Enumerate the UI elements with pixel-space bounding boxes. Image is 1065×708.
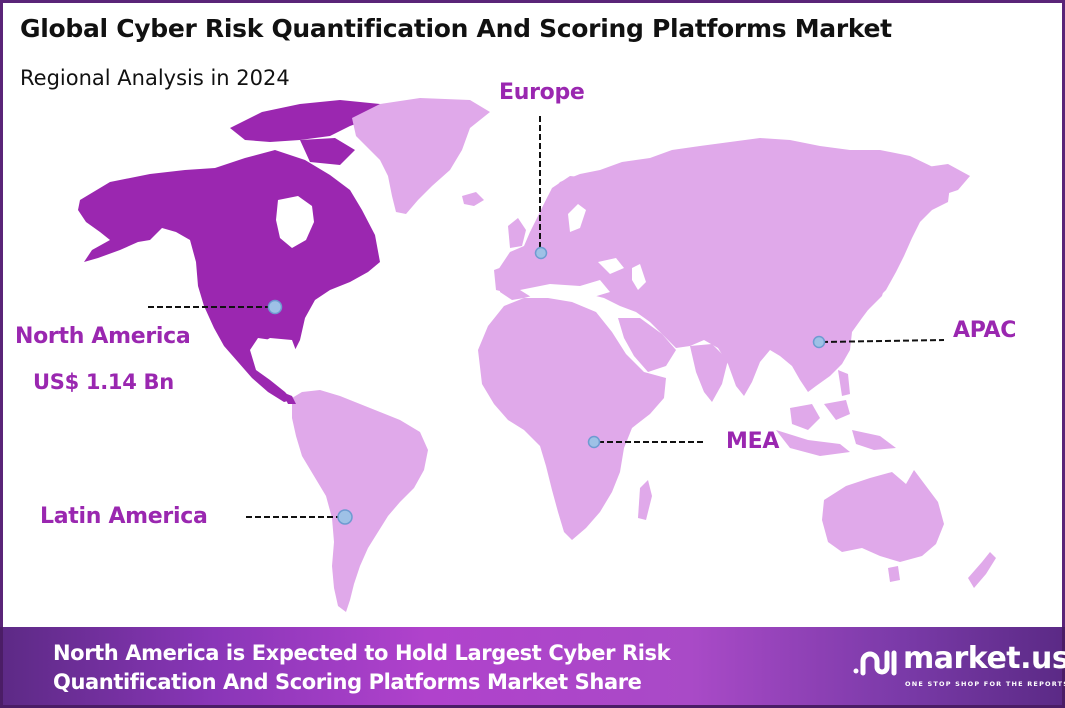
north-america-label: North America bbox=[15, 324, 191, 349]
mea-marker bbox=[587, 435, 601, 449]
region-eurasia-shape bbox=[498, 138, 950, 396]
banner-line-1: North America is Expected to Hold Larges… bbox=[53, 641, 671, 665]
logo-tagline: ONE STOP SHOP FOR THE REPORTS bbox=[905, 680, 1065, 688]
region-australia-shape bbox=[822, 470, 944, 562]
region-africa-shape bbox=[478, 298, 666, 540]
region-greenland-shape bbox=[352, 98, 490, 214]
north-america-value: US$ 1.14 Bn bbox=[33, 370, 174, 394]
mea-label: MEA bbox=[726, 429, 780, 454]
market-us-logo-icon bbox=[853, 650, 897, 676]
apac-label: APAC bbox=[953, 318, 1017, 343]
market-us-logo: market.us ONE STOP SHOP FOR THE REPORTS bbox=[851, 641, 1065, 693]
latin-america-label: Latin America bbox=[40, 504, 208, 529]
banner-line-2: Quantification And Scoring Platforms Mar… bbox=[53, 670, 642, 694]
apac-marker bbox=[812, 335, 826, 349]
europe-marker bbox=[534, 246, 548, 260]
latin-america-marker bbox=[337, 509, 353, 525]
footer-banner: North America is Expected to Hold Larges… bbox=[0, 627, 1065, 708]
region-north-america-shape bbox=[78, 100, 380, 402]
page-subtitle: Regional Analysis in 2024 bbox=[20, 66, 290, 90]
apac-leader-line bbox=[821, 339, 945, 343]
north-america-marker bbox=[267, 299, 283, 315]
region-latin-america-shape bbox=[292, 390, 428, 612]
banner-message: North America is Expected to Hold Larges… bbox=[53, 639, 671, 697]
logo-wordmark: market.us bbox=[903, 641, 1065, 676]
europe-label: Europe bbox=[499, 80, 585, 105]
page-title: Global Cyber Risk Quantification And Sco… bbox=[20, 14, 892, 43]
